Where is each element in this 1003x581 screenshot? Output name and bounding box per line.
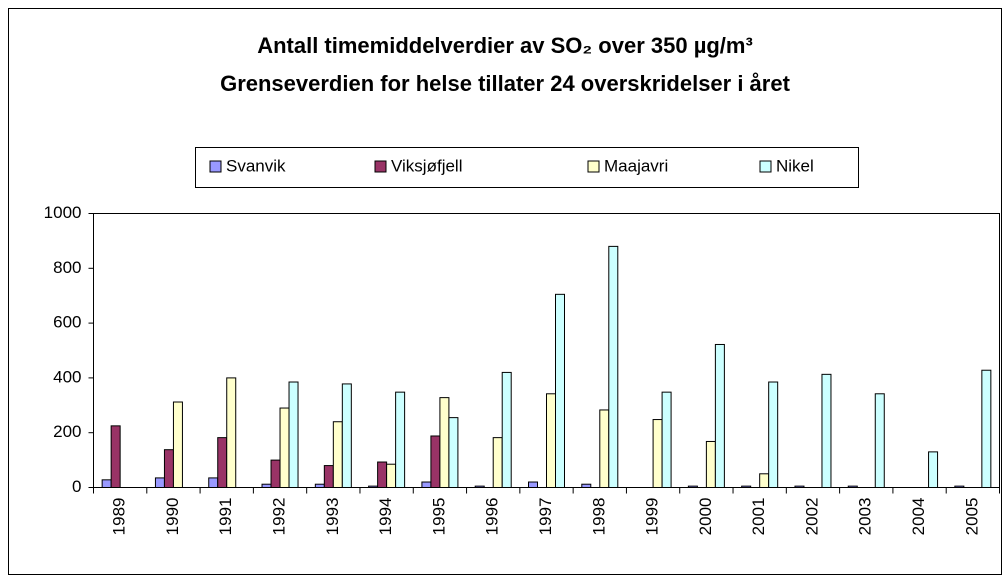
- bar: [608, 245, 619, 488]
- x-tick-label: 1991: [216, 498, 235, 536]
- bar: [279, 407, 290, 489]
- bar: [794, 485, 805, 489]
- bar: [101, 479, 112, 489]
- bar: [546, 393, 556, 488]
- x-tick-label: 2002: [802, 498, 821, 536]
- x-tick-label: 1998: [589, 498, 608, 536]
- legend-label: Svanvik: [226, 156, 286, 175]
- bar: [395, 391, 406, 489]
- bar: [555, 293, 565, 488]
- bar: [847, 485, 858, 489]
- bar: [492, 437, 503, 488]
- bar: [288, 381, 299, 489]
- bar: [501, 371, 512, 489]
- x-tick-label: 2000: [696, 498, 715, 536]
- bar: [652, 419, 663, 489]
- bar: [430, 435, 441, 489]
- bar: [154, 477, 165, 489]
- bar: [270, 459, 281, 489]
- x-tick-label: 1997: [536, 498, 555, 536]
- bar: [581, 483, 592, 489]
- bar: [981, 369, 992, 488]
- bar: [217, 437, 228, 488]
- bar: [261, 483, 272, 489]
- legend-label: Maajavri: [604, 156, 668, 175]
- bar: [768, 381, 779, 489]
- bar: [341, 383, 352, 489]
- chart-subtitle: Grenseverdien for helse tillater 24 over…: [220, 71, 791, 96]
- y-tick-label: 1000: [44, 203, 82, 222]
- x-tick-label: 1999: [643, 498, 662, 536]
- bar: [741, 485, 752, 489]
- x-tick-label: 1989: [110, 498, 129, 536]
- x-tick-label: 2005: [962, 498, 981, 536]
- x-tick-label: 1993: [323, 498, 342, 536]
- bar: [368, 485, 379, 489]
- x-tick-label: 2003: [856, 498, 875, 536]
- bar: [377, 461, 388, 489]
- bar: [821, 373, 832, 489]
- bar: [714, 343, 725, 488]
- x-tick-label: 1992: [270, 498, 289, 536]
- legend-swatch: [587, 160, 600, 173]
- legend-label: Nikel: [776, 156, 814, 175]
- bar: [421, 481, 432, 488]
- bar: [661, 391, 672, 489]
- bar: [226, 377, 237, 488]
- bar: [599, 409, 610, 489]
- legend-box: [195, 147, 859, 188]
- bar: [208, 477, 219, 489]
- bar: [687, 485, 698, 489]
- bar: [954, 485, 965, 489]
- x-tick-label: 1994: [376, 498, 395, 536]
- x-tick-label: 1990: [163, 498, 182, 536]
- bar: [874, 393, 885, 488]
- x-tick-label: 2001: [749, 498, 768, 536]
- chart-title: Antall timemiddelverdier av SO₂ over 350…: [257, 33, 753, 58]
- bar: [314, 483, 325, 489]
- bar: [323, 465, 334, 488]
- legend-swatch: [374, 160, 387, 173]
- x-tick-label: 1995: [429, 498, 448, 536]
- bar: [448, 417, 459, 489]
- bar: [163, 449, 174, 488]
- bar: [705, 440, 716, 488]
- y-tick-label: 400: [53, 367, 81, 386]
- y-tick-label: 0: [72, 477, 81, 496]
- x-tick-label: 1996: [483, 498, 502, 536]
- legend-swatch: [759, 160, 772, 173]
- bar: [172, 401, 183, 488]
- x-tick-label: 2004: [909, 498, 928, 536]
- bar: [528, 481, 538, 488]
- bar: [928, 451, 939, 489]
- bar: [439, 397, 450, 488]
- y-tick-label: 200: [53, 422, 81, 441]
- legend-swatch: [209, 160, 222, 173]
- bar: [386, 463, 397, 488]
- legend-label: Viksjøfjell: [391, 156, 462, 175]
- bar: [759, 473, 770, 488]
- bar: [110, 425, 121, 489]
- y-tick-label: 600: [53, 313, 81, 332]
- y-tick-label: 800: [53, 258, 81, 277]
- bar: [332, 421, 343, 488]
- bar: [474, 485, 485, 489]
